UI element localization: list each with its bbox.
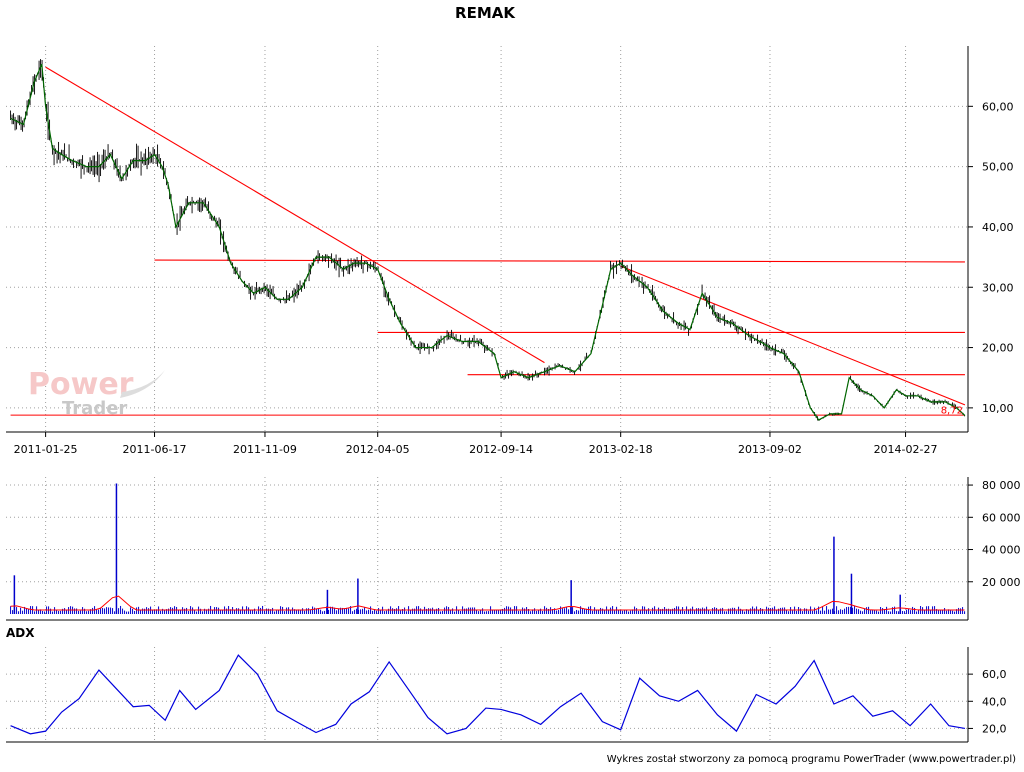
price-y-tick-label: 20,00 bbox=[982, 342, 1014, 355]
x-tick-label: 2013-09-02 bbox=[738, 443, 802, 456]
price-y-tick-label: 60,00 bbox=[982, 100, 1014, 113]
x-tick-label: 2014-02-27 bbox=[874, 443, 938, 456]
last-price-label: 8,72 bbox=[941, 406, 963, 417]
adx-y-tick-label: 40,0 bbox=[982, 695, 1007, 708]
volume-y-tick-label: 60 000 bbox=[982, 511, 1021, 524]
trendline bbox=[154, 259, 965, 263]
price-y-tick-label: 50,00 bbox=[982, 161, 1014, 174]
x-tick-label: 2011-01-25 bbox=[14, 443, 78, 456]
price-layer: 8,72 bbox=[10, 59, 966, 421]
trendline-layer bbox=[10, 66, 966, 416]
footer-credit: Wykres został stworzony za pomocą progra… bbox=[607, 754, 1016, 765]
watermark-trader-text: Trader bbox=[62, 398, 127, 419]
trendline bbox=[620, 265, 966, 406]
chart-title: REMAK bbox=[455, 4, 516, 22]
powertrader-watermark: Power Trader bbox=[28, 367, 165, 419]
volume-layer bbox=[10, 483, 966, 614]
price-close-line bbox=[10, 63, 966, 421]
watermark-power-text: Power bbox=[28, 367, 134, 402]
price-y-tick-label: 10,00 bbox=[982, 402, 1014, 415]
axes-layer: 2011-01-25 2011-06-17 2011-11-09 2012-04-05… bbox=[6, 46, 1021, 743]
volume-y-tick-label: 80 000 bbox=[982, 479, 1021, 492]
x-tick-label: 2011-06-17 bbox=[123, 443, 187, 456]
watermark-swoosh-icon bbox=[120, 370, 165, 398]
adx-layer bbox=[10, 654, 966, 735]
adx-panel-title: ADX bbox=[6, 626, 35, 640]
volume-y-tick-label: 20 000 bbox=[982, 576, 1021, 589]
x-tick-label: 2013-02-18 bbox=[589, 443, 653, 456]
price-y-tick-label: 30,00 bbox=[982, 281, 1014, 294]
volume-moving-average-line bbox=[10, 595, 965, 611]
x-tick-label: 2012-09-14 bbox=[469, 443, 533, 456]
price-y-tick-label: 40,00 bbox=[982, 221, 1014, 234]
x-tick-label: 2012-04-05 bbox=[346, 443, 410, 456]
trendline bbox=[45, 66, 545, 364]
adx-line bbox=[10, 654, 966, 735]
x-tick-label: 2011-11-09 bbox=[233, 443, 297, 456]
volume-y-tick-label: 40 000 bbox=[982, 544, 1021, 557]
grid-layer bbox=[6, 46, 968, 742]
adx-y-tick-label: 60,0 bbox=[982, 668, 1007, 681]
adx-y-tick-label: 20,0 bbox=[982, 722, 1007, 735]
